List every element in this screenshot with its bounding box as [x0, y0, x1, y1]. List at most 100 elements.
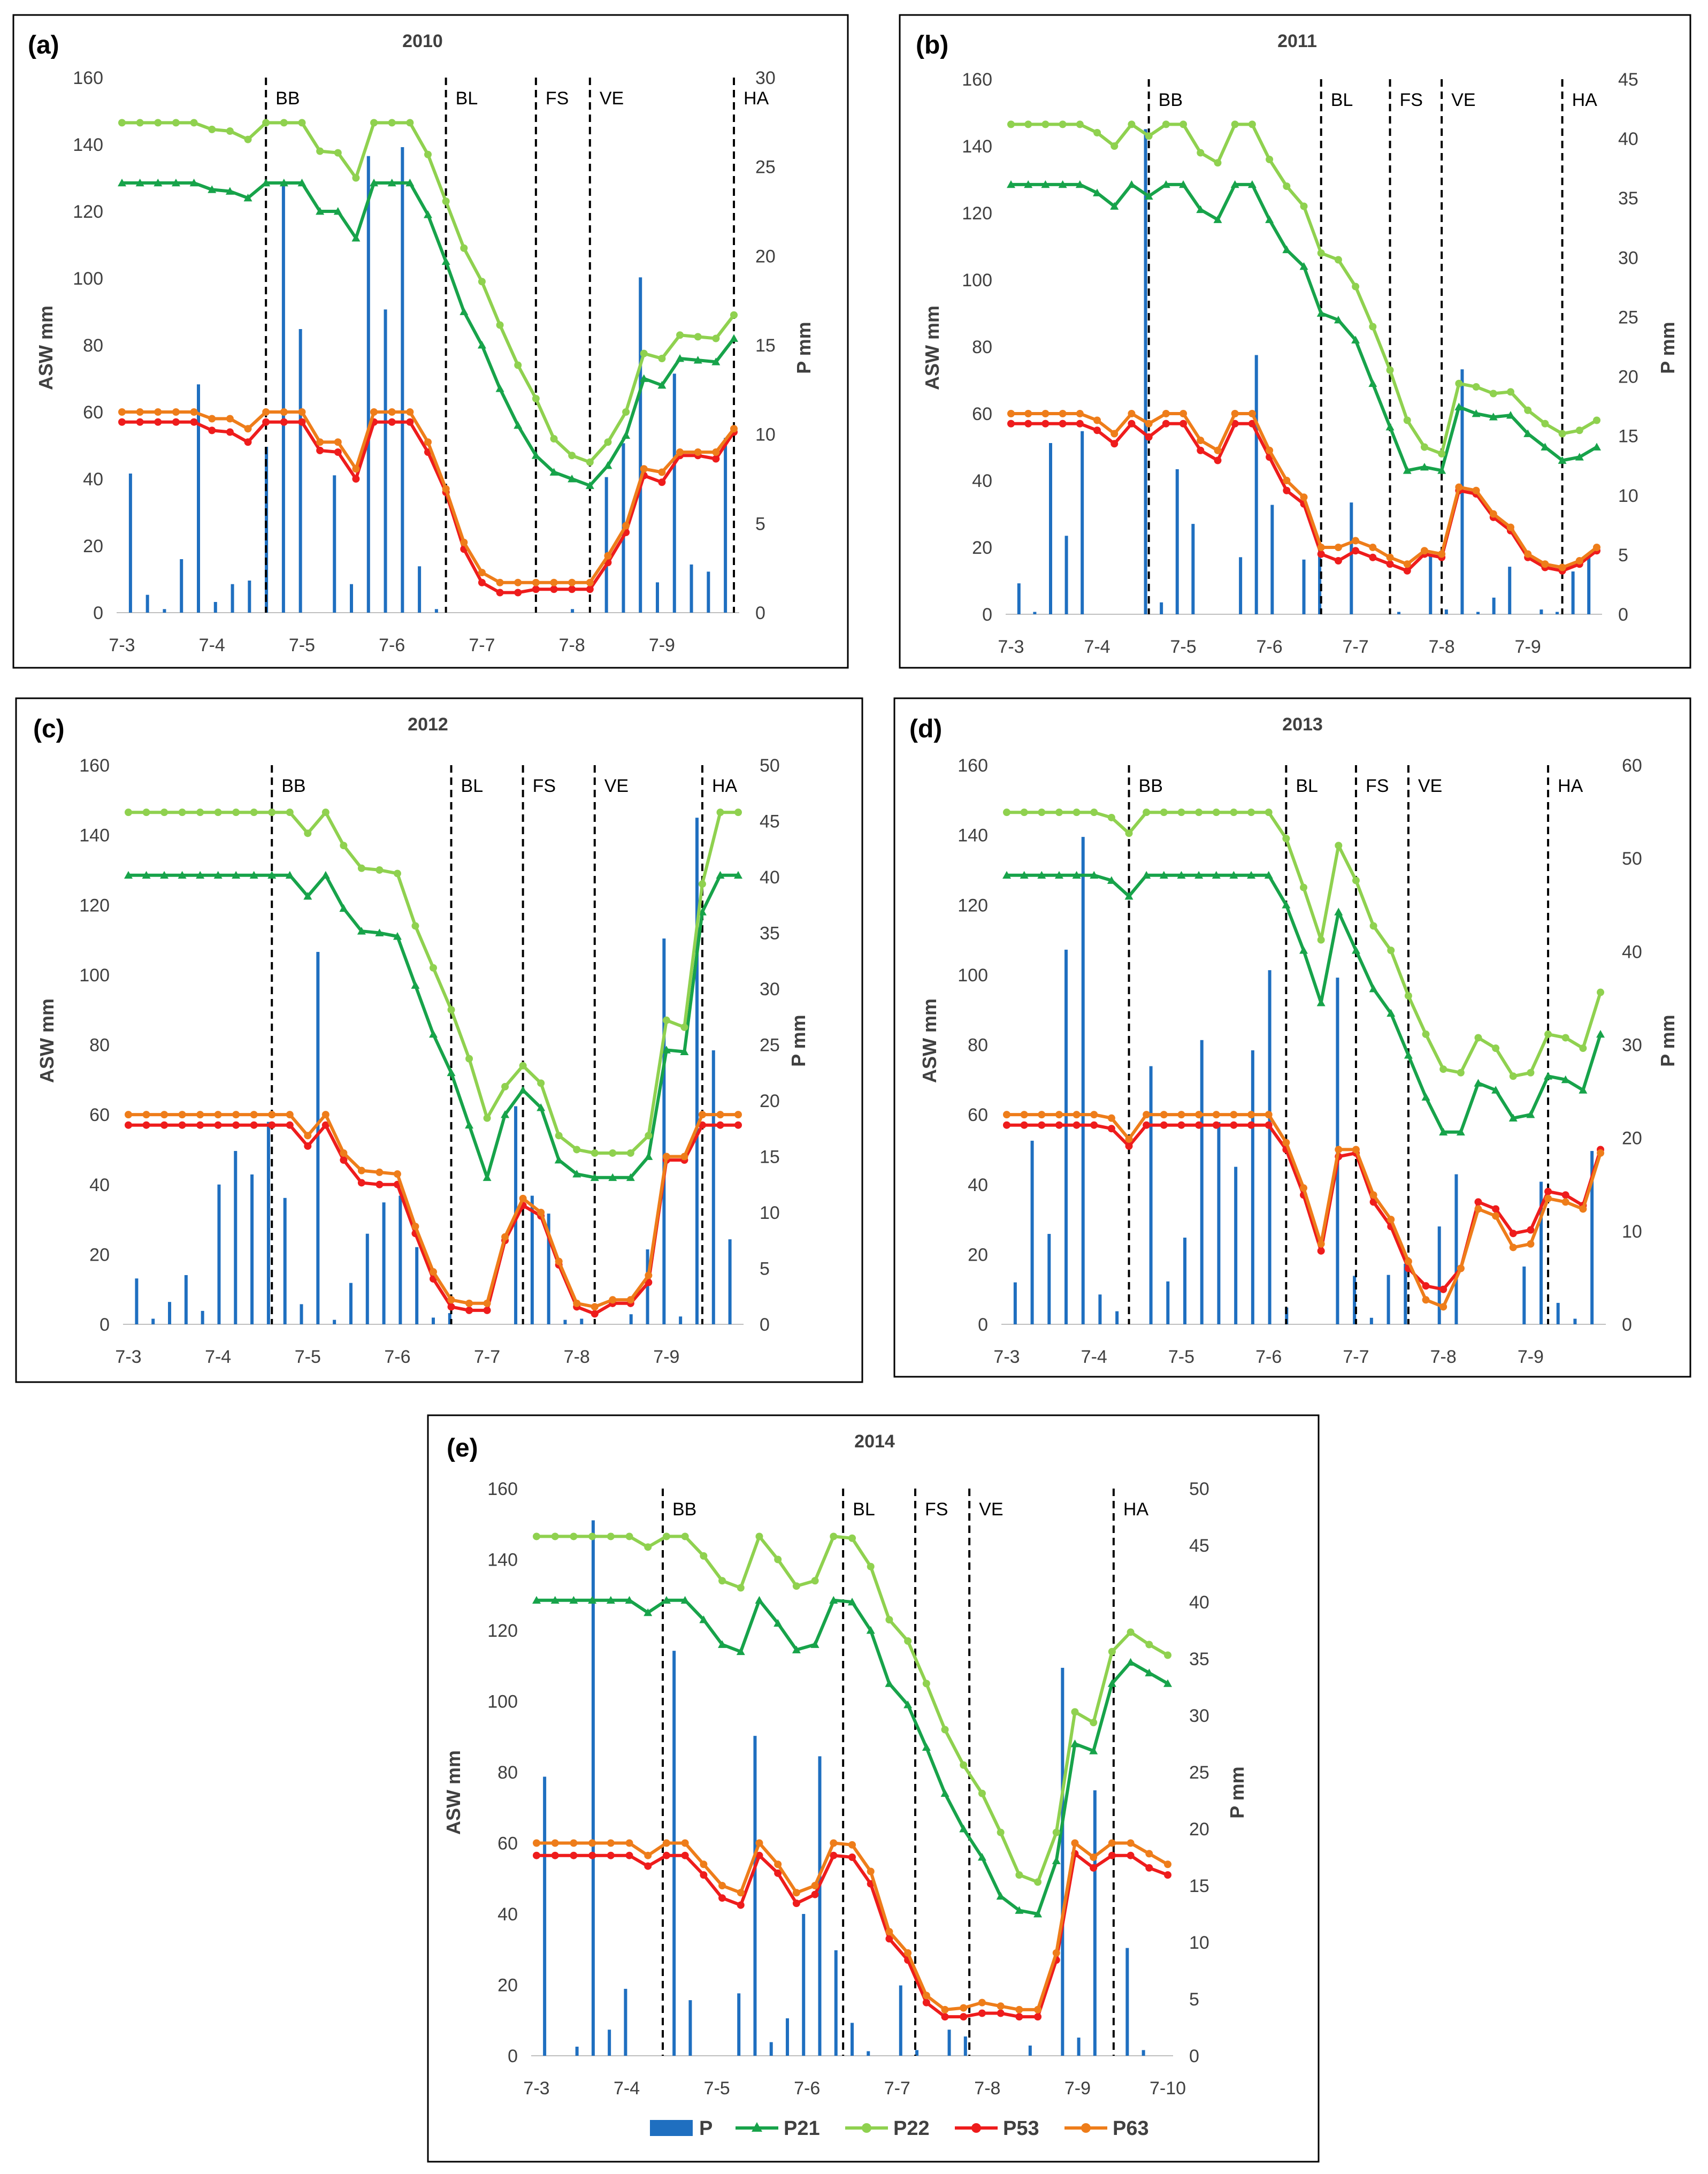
point-p21	[554, 1156, 563, 1164]
point-p22	[1335, 842, 1343, 850]
point-p22	[280, 119, 288, 127]
point-p22	[154, 119, 162, 127]
point-p53	[1110, 440, 1119, 448]
point-p21	[1002, 871, 1011, 879]
point-p53	[755, 1851, 763, 1859]
point-p53	[1093, 426, 1101, 434]
stage-label: VE	[1418, 776, 1442, 796]
y-tick-label: 140	[79, 826, 110, 846]
point-p21	[1523, 429, 1533, 437]
point-p53	[1403, 567, 1411, 575]
point-p63	[1179, 410, 1188, 417]
point-p22	[142, 808, 150, 817]
point-p63	[694, 448, 702, 456]
y-tick-label: 100	[962, 270, 992, 291]
point-p21	[848, 1598, 856, 1606]
point-p63	[1597, 1149, 1604, 1157]
y2-tick-label: 0	[760, 1315, 770, 1335]
point-p22	[1317, 249, 1325, 257]
y2-tick-label: 40	[760, 867, 780, 888]
point-p22	[244, 135, 252, 143]
y2-tick-label: 45	[1618, 70, 1638, 90]
y-tick-label: 140	[958, 826, 988, 846]
point-p22	[442, 197, 450, 205]
point-p21	[1508, 1113, 1518, 1122]
point-p53	[160, 1121, 168, 1129]
point-p21	[1110, 202, 1119, 210]
point-p21	[1526, 1110, 1535, 1118]
point-p53	[316, 446, 324, 454]
point-p22	[483, 1114, 491, 1122]
point-p21	[829, 1596, 838, 1604]
point-p21	[1334, 907, 1343, 916]
y-tick-label: 120	[79, 895, 110, 916]
point-p21	[1054, 871, 1063, 879]
point-p63	[830, 1839, 838, 1847]
point-p21	[1541, 443, 1550, 451]
y-tick-label: 0	[978, 1315, 988, 1335]
point-p63	[1352, 1146, 1360, 1154]
point-p63	[1038, 1111, 1046, 1119]
precip-bar	[1251, 1050, 1254, 1324]
point-p22	[1387, 947, 1395, 955]
point-p53	[700, 1871, 708, 1879]
x-tick-label: 7-3	[109, 635, 135, 655]
precip-bar	[180, 559, 183, 613]
point-p22	[941, 1726, 949, 1734]
precip-bar	[639, 277, 642, 613]
y2-tick-label: 0	[1622, 1315, 1632, 1335]
panel-e: (e) 2014 ASW mm P mm 0204060801001201401…	[427, 1414, 1320, 2163]
point-p21	[1421, 1093, 1430, 1101]
point-p21	[977, 1853, 986, 1861]
point-p22	[1177, 808, 1185, 817]
point-p22	[1266, 156, 1274, 163]
point-p21	[603, 461, 612, 469]
precip-bar	[753, 1736, 757, 2056]
x-tick-label: 7-7	[469, 635, 495, 655]
point-p21	[1369, 985, 1378, 993]
plot-area: 0 20 40 60 80 100 120 140 160 0 5 10 15 20 25 30 35 40 45 5…	[79, 756, 780, 1367]
x-tick-label: 7-3	[523, 2078, 549, 2099]
point-p21	[1161, 180, 1170, 188]
point-p21	[1385, 423, 1395, 431]
point-p63	[1386, 553, 1394, 561]
point-p63	[941, 2005, 949, 2013]
point-p63	[519, 1194, 527, 1202]
point-p22	[568, 452, 576, 460]
point-p22	[1108, 1647, 1116, 1656]
point-p21	[903, 1700, 913, 1708]
point-p21	[866, 1626, 875, 1634]
point-p63	[393, 1170, 401, 1178]
point-p22	[607, 1532, 615, 1540]
point-p21	[644, 1608, 653, 1616]
point-p22	[1003, 808, 1010, 817]
point-p63	[334, 438, 342, 446]
legend-swatch	[650, 2120, 693, 2136]
point-p22	[645, 1132, 653, 1140]
precip-bar	[1437, 1226, 1441, 1324]
point-p22	[1110, 142, 1119, 150]
panel-letter: (a)	[28, 31, 59, 59]
point-p21	[1489, 413, 1498, 421]
y2-tick-label: 25	[755, 157, 776, 178]
y-tick-label: 40	[497, 1904, 518, 1925]
point-p22	[1527, 1069, 1535, 1077]
point-p63	[1541, 560, 1549, 568]
panel-d: (d) 2013 ASW mm P mm 0204060801001201401…	[893, 697, 1691, 1378]
point-p22	[1597, 988, 1604, 996]
precip-bar	[867, 2051, 870, 2056]
precip-bar	[834, 1950, 838, 2056]
stage-label: BB	[281, 776, 305, 796]
point-p22	[214, 808, 222, 817]
y-tick-label: 160	[79, 756, 110, 776]
point-p22	[588, 1532, 596, 1540]
precip-bar	[217, 1184, 221, 1324]
point-p21	[303, 891, 312, 900]
point-p63	[680, 1153, 688, 1161]
point-p53	[1334, 557, 1342, 565]
legend-label: P63	[1113, 2117, 1149, 2140]
point-p63	[406, 408, 414, 416]
precip-bar	[1013, 1282, 1017, 1324]
y-tick-label: 40	[968, 1175, 988, 1195]
precip-bar	[1268, 970, 1272, 1324]
